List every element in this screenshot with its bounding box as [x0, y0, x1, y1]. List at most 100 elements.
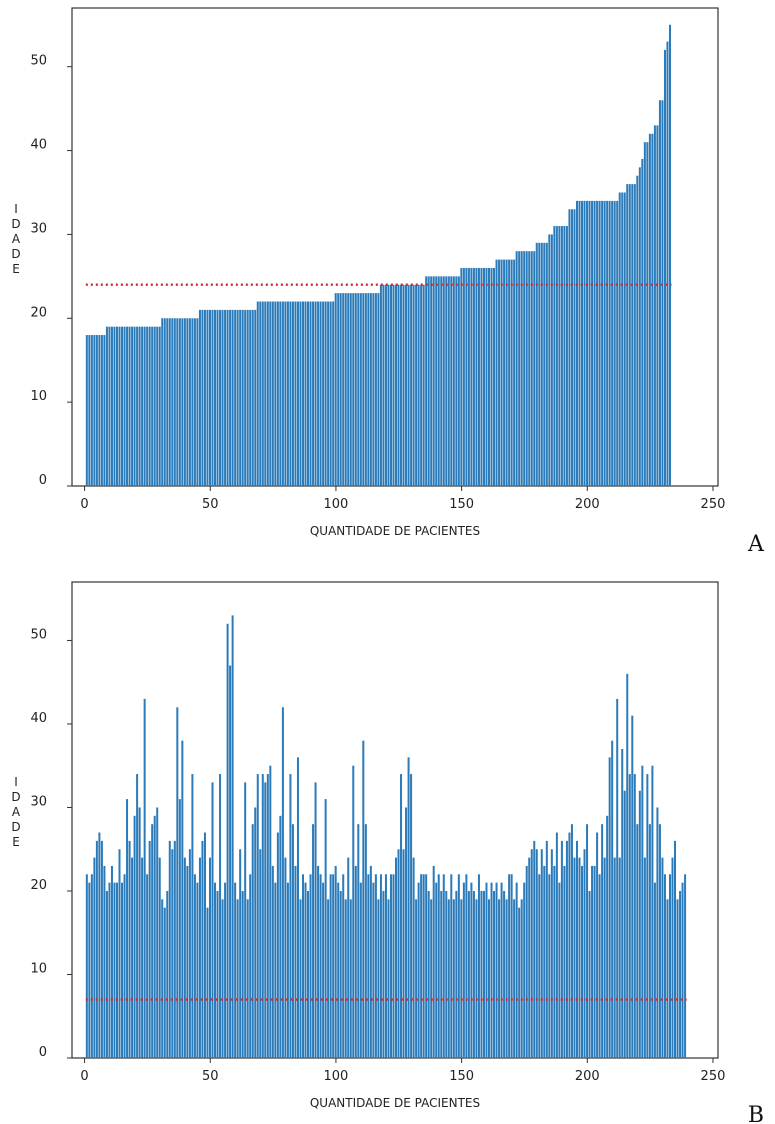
- bar: [631, 184, 634, 487]
- bar: [158, 857, 161, 1058]
- bar: [432, 865, 435, 1058]
- bar: [100, 335, 103, 486]
- bar: [347, 857, 350, 1058]
- bar: [422, 874, 425, 1058]
- bar: [198, 309, 201, 486]
- bar: [166, 318, 169, 486]
- bar: [374, 874, 377, 1058]
- bar: [588, 200, 591, 486]
- bar: [593, 865, 596, 1058]
- bar: [525, 251, 528, 486]
- bar: [266, 301, 269, 486]
- bar: [641, 765, 644, 1058]
- bar: [596, 832, 599, 1058]
- bar: [198, 857, 201, 1058]
- bar: [123, 326, 126, 486]
- bar: [550, 849, 553, 1058]
- bar: [417, 284, 420, 486]
- bar: [452, 276, 455, 486]
- bar: [437, 874, 440, 1058]
- bar: [327, 899, 330, 1058]
- bar: [462, 267, 465, 486]
- bar: [427, 276, 430, 486]
- bar: [681, 882, 684, 1058]
- bar: [324, 301, 327, 486]
- bar: [372, 293, 375, 486]
- bar: [156, 807, 159, 1058]
- bar: [186, 318, 189, 486]
- bar: [420, 874, 423, 1058]
- bar: [188, 318, 191, 486]
- bar: [395, 284, 398, 486]
- bar: [90, 874, 93, 1058]
- panel-label: A: [747, 532, 765, 557]
- y-tick-label: 30: [30, 221, 47, 236]
- bar: [309, 874, 312, 1058]
- bar: [621, 192, 624, 487]
- bar: [465, 874, 468, 1058]
- bar: [334, 865, 337, 1058]
- bar: [299, 301, 302, 486]
- bar: [432, 276, 435, 486]
- bar: [493, 890, 496, 1058]
- bar: [105, 890, 108, 1058]
- bar: [384, 284, 387, 486]
- bar: [133, 326, 136, 486]
- bar: [646, 142, 649, 486]
- bar: [121, 882, 124, 1058]
- bar: [239, 309, 242, 486]
- bar: [568, 209, 571, 486]
- bar: [296, 757, 299, 1058]
- bar: [603, 857, 606, 1058]
- bar: [618, 192, 621, 487]
- bar: [616, 200, 619, 486]
- bar: [643, 142, 646, 486]
- bar: [518, 907, 521, 1058]
- bar: [191, 774, 194, 1058]
- bar: [176, 707, 179, 1058]
- bar: [108, 326, 111, 486]
- bar: [153, 326, 156, 486]
- bar: [143, 326, 146, 486]
- bar: [289, 301, 292, 486]
- bar: [523, 882, 526, 1058]
- bar: [367, 874, 370, 1058]
- bar: [450, 276, 453, 486]
- bar: [214, 882, 217, 1058]
- bar: [279, 301, 282, 486]
- bar: [188, 849, 191, 1058]
- bar: [304, 301, 307, 486]
- bar: [110, 326, 113, 486]
- bar: [543, 242, 546, 486]
- bar: [123, 874, 126, 1058]
- bar: [302, 874, 305, 1058]
- bar: [319, 301, 322, 486]
- bar: [136, 326, 139, 486]
- bar: [402, 284, 405, 486]
- bar: [216, 890, 219, 1058]
- bar: [266, 774, 269, 1058]
- x-tick-label: 50: [202, 1069, 219, 1084]
- bar: [445, 276, 448, 486]
- bar: [261, 301, 264, 486]
- bar: [608, 757, 611, 1058]
- bar: [357, 293, 360, 486]
- bar: [482, 267, 485, 486]
- bar: [216, 309, 219, 486]
- bar: [362, 740, 365, 1058]
- bar: [666, 899, 669, 1058]
- x-tick-label: 0: [80, 497, 88, 512]
- bar: [259, 849, 262, 1058]
- bar: [332, 874, 335, 1058]
- bar: [440, 890, 443, 1058]
- bar: [658, 824, 661, 1058]
- bar: [203, 309, 206, 486]
- bar: [246, 309, 249, 486]
- bar: [568, 832, 571, 1058]
- bar: [141, 326, 144, 486]
- bar: [259, 301, 262, 486]
- bar: [239, 849, 242, 1058]
- bar: [636, 824, 639, 1058]
- bar: [196, 318, 199, 486]
- bar: [400, 774, 403, 1058]
